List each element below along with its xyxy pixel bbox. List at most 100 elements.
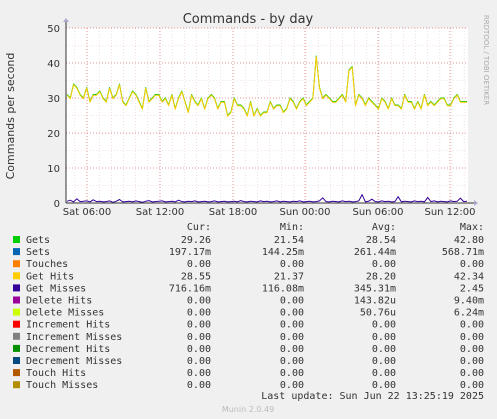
legend-value-min: 0.00: [280, 332, 304, 343]
legend-value-avg: 28.20: [366, 271, 396, 282]
legend-series-name: Decrement Misses: [26, 356, 122, 367]
series-line-get-misses: [66, 194, 468, 203]
legend-value-avg: 50.76u: [360, 308, 396, 319]
legend: Cur: Min: Avg: Max: Gets 29.26 21.54 28.54 42.80…: [13, 222, 484, 391]
legend-value-max: 568.71m: [442, 247, 484, 258]
legend-series-name: Delete Misses: [26, 308, 104, 319]
series-line-get-hits: [66, 56, 467, 117]
legend-value-cur: 0.00: [187, 368, 211, 379]
legend-value-avg: 28.54: [366, 235, 396, 246]
x-tick-label: Sun 00:00: [279, 207, 330, 218]
legend-swatch: [13, 308, 20, 316]
legend-series-name: Get Hits: [26, 271, 74, 282]
x-tick-label: Sat 18:00: [209, 207, 257, 218]
legend-swatch: [13, 236, 20, 243]
legend-value-min: 21.54: [274, 235, 304, 246]
legend-value-avg: 143.82u: [354, 296, 396, 307]
legend-header-cur: Cur:: [187, 222, 211, 233]
legend-value-cur: 0.00: [187, 308, 211, 319]
legend-value-avg: 0.00: [372, 259, 396, 270]
legend-swatch: [13, 248, 20, 256]
legend-value-max: 0.00: [460, 356, 484, 367]
legend-series-name: Delete Hits: [26, 296, 92, 307]
legend-value-max: 42.80: [454, 235, 484, 246]
x-tick-label: Sat 06:00: [63, 207, 111, 218]
x-tick-label: Sun 12:00: [424, 207, 475, 218]
legend-series-name: Increment Hits: [26, 320, 110, 331]
legend-value-cur: 0.00: [187, 344, 211, 355]
legend-swatch: [13, 296, 20, 304]
y-tick-label: 40: [47, 59, 60, 70]
legend-series-name: Increment Misses: [26, 332, 122, 343]
legend-value-max: 0.00: [460, 344, 484, 355]
tick-labels: 0 10 20 30 40 50 Sat 06:00 Sat 12:00 Sat 18:00 Su…: [47, 24, 475, 218]
legend-series-name: Touch Misses: [26, 380, 98, 391]
legend-header-avg: Avg:: [372, 222, 396, 233]
legend-series-name: Get Misses: [26, 283, 86, 294]
y-tick-label: 50: [47, 24, 60, 35]
axes: [63, 18, 478, 206]
legend-series-name: Sets: [26, 247, 50, 258]
legend-value-max: 6.24m: [454, 308, 484, 319]
legend-swatch: [13, 272, 20, 280]
y-tick-label: 0: [54, 199, 60, 210]
rrdtool-credit: RRDTOOL / TOBI OETIKER: [482, 15, 490, 105]
legend-header-max: Max:: [460, 222, 484, 233]
legend-swatch: [13, 260, 20, 268]
legend-swatch: [13, 357, 20, 364]
y-tick-label: 10: [47, 164, 60, 175]
legend-value-avg: 261.44m: [354, 247, 396, 258]
legend-swatch: [13, 381, 20, 389]
legend-value-avg: 345.31m: [354, 283, 396, 294]
legend-swatch: [13, 320, 20, 328]
legend-header-min: Min:: [280, 222, 304, 233]
legend-value-cur: 28.55: [181, 271, 211, 282]
x-tick-label: Sat 12:00: [136, 207, 184, 218]
legend-value-avg: 0.00: [372, 320, 396, 331]
y-axis-arrow: [63, 18, 69, 22]
legend-value-cur: 197.17m: [169, 247, 211, 258]
legend-swatch: [13, 369, 20, 377]
legend-value-min: 144.25m: [262, 247, 304, 258]
legend-value-cur: 0.00: [187, 320, 211, 331]
x-axis-arrow: [474, 200, 478, 206]
legend-value-min: 116.08m: [262, 283, 304, 294]
legend-series-name: Touch Hits: [26, 368, 86, 379]
legend-swatch: [13, 332, 20, 340]
legend-value-max: 2.45: [460, 283, 484, 294]
legend-value-cur: 716.16m: [169, 283, 211, 294]
legend-swatch: [13, 284, 20, 292]
legend-value-min: 0.00: [280, 344, 304, 355]
legend-value-min: 0.00: [280, 308, 304, 319]
legend-series-name: Gets: [26, 235, 50, 246]
legend-value-min: 0.00: [280, 356, 304, 367]
y-axis-label: Commands per second: [4, 53, 17, 180]
legend-value-max: 0.00: [460, 259, 484, 270]
x-tick-label: Sun 06:00: [352, 207, 403, 218]
last-update: Last update: Sun Jun 22 13:25:19 2025: [261, 391, 484, 402]
legend-value-cur: 0.00: [187, 356, 211, 367]
legend-value-cur: 0.00: [187, 380, 211, 391]
y-tick-label: 30: [47, 94, 60, 105]
legend-value-max: 0.00: [460, 332, 484, 343]
legend-value-max: 42.34: [454, 271, 484, 282]
chart-title: Commands - by day: [183, 12, 314, 27]
legend-value-min: 0.00: [280, 380, 304, 391]
grid: [66, 27, 468, 203]
legend-value-cur: 0.00: [187, 259, 211, 270]
legend-value-avg: 0.00: [372, 356, 396, 367]
legend-series-name: Decrement Hits: [26, 344, 110, 355]
legend-value-cur: 0.00: [187, 296, 211, 307]
legend-series-name: Touches: [26, 259, 68, 270]
y-tick-label: 20: [47, 129, 60, 140]
legend-value-min: 21.37: [274, 271, 304, 282]
legend-value-avg: 0.00: [372, 332, 396, 343]
series-layer: [66, 55, 468, 203]
legend-value-min: 0.00: [280, 296, 304, 307]
legend-value-cur: 29.26: [181, 235, 211, 246]
legend-value-min: 0.00: [280, 320, 304, 331]
legend-value-cur: 0.00: [187, 332, 211, 343]
legend-value-avg: 0.00: [372, 380, 396, 391]
legend-value-avg: 0.00: [372, 344, 396, 355]
